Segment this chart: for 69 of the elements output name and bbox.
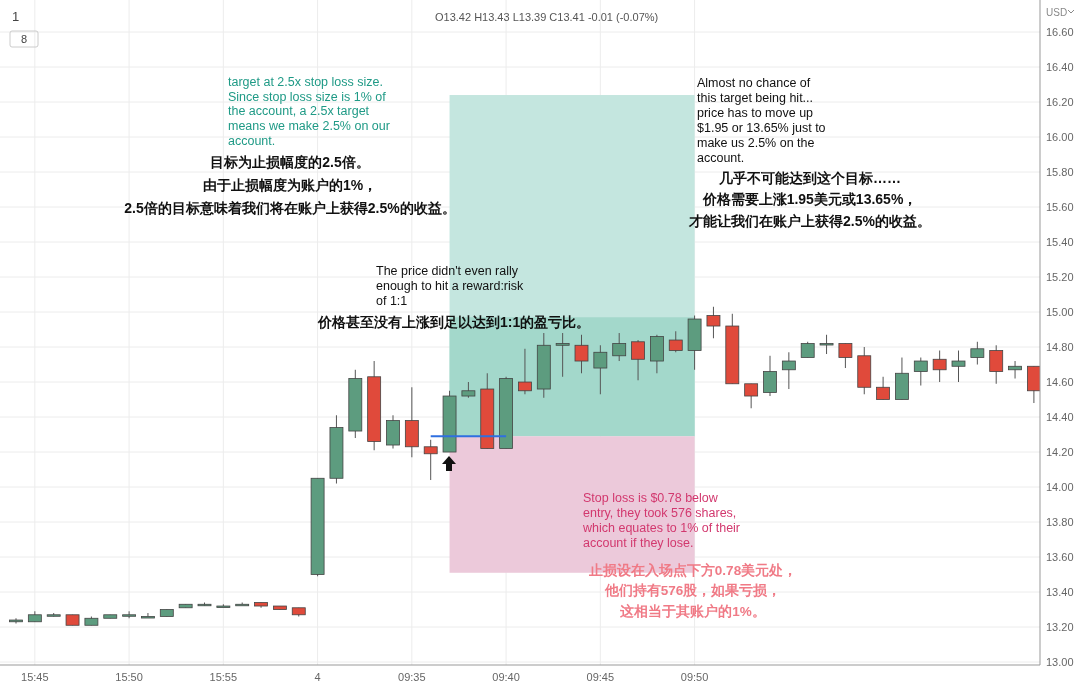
- annotation: 他们持有576股，如果亏损，: [603, 583, 782, 598]
- candlestick: [631, 339, 645, 381]
- candlestick: [876, 376, 890, 401]
- annotation: 由于止损幅度为账户的1%，: [202, 177, 378, 193]
- x-tick-label: 15:55: [209, 671, 238, 683]
- annotation: target at 2.5x stop loss size. Since stop loss size is 1% of the account, a 2.5x target means we make 2.5% on our account.: [228, 75, 390, 148]
- x-tick-label: 15:45: [21, 671, 49, 683]
- annotation: 价格需要上涨1.95美元或13.65%，: [701, 191, 918, 207]
- annotation: 几乎不可能达到这个目标……: [718, 170, 901, 186]
- y-tick-label: 14.40: [1046, 411, 1074, 424]
- y-tick-label: 13.40: [1046, 586, 1074, 599]
- annotation: 目标为止损幅度的2.5倍。: [210, 154, 370, 170]
- candlestick: [819, 334, 834, 355]
- y-axis-title: USD: [1046, 7, 1068, 18]
- x-tick-label: 09:35: [398, 671, 426, 683]
- y-tick-label: 15.80: [1046, 166, 1074, 179]
- candlestick: [593, 344, 608, 395]
- annotation: O13.42 H13.43 L13.39 C13.41 -0.01 (-0.07%): [435, 11, 659, 23]
- y-tick-label: 13.20: [1046, 621, 1074, 634]
- candlestick: [763, 355, 777, 397]
- y-tick-label: 13.80: [1046, 516, 1074, 529]
- y-tick-label: 16.40: [1046, 61, 1074, 74]
- x-tick-label: 4: [314, 671, 321, 683]
- candlestick: [781, 351, 796, 390]
- annotation: 价格甚至没有上涨到足以达到1:1的盈亏比。: [317, 314, 591, 330]
- candlestick: [574, 334, 589, 374]
- y-tick-label: 16.20: [1046, 96, 1074, 109]
- y-tick-label: 14.00: [1046, 481, 1074, 494]
- y-tick-label: 15.40: [1046, 236, 1074, 249]
- y-tick-label: 13.60: [1046, 551, 1074, 564]
- candlestick: [932, 350, 947, 383]
- y-tick-label: 15.00: [1046, 306, 1074, 319]
- y-tick-label: 13.00: [1046, 656, 1074, 669]
- annotation: 8: [20, 33, 28, 45]
- candlestick: [706, 306, 721, 339]
- candlestick: [9, 617, 23, 625]
- y-tick-label: 14.20: [1046, 446, 1074, 459]
- y-tick-label: 14.80: [1046, 341, 1074, 354]
- annotation: Stop loss is $0.78 below entry, they took 576 shares, which equates to 1% of their account if they lose.: [582, 491, 741, 550]
- annotation: 2.5倍的目标意味着我们将在账户上获得2.5%的收益。: [124, 200, 456, 216]
- candlestick: [668, 330, 683, 353]
- candlestick: [1008, 360, 1022, 380]
- annotation: The price didn't even rally enough to hit a reward:risk of 1:1: [376, 264, 525, 308]
- annotation: Almost no chance of this target being hit... price has to move up $1.95 or 13.65% just to make us 2.5% on the account.: [697, 76, 826, 165]
- candlestick: [838, 343, 853, 369]
- candlestick: [989, 344, 1004, 385]
- y-tick-label: 16.00: [1046, 131, 1074, 144]
- candlestick: [951, 350, 966, 383]
- annotation: 这相当于其账户的1%。: [619, 603, 766, 619]
- candlestick: [744, 383, 759, 409]
- y-tick-label: 16.60: [1046, 26, 1074, 39]
- annotation: 止损设在入场点下方0.78美元处，: [587, 562, 798, 578]
- candlestick: [141, 612, 155, 619]
- x-tick-label: 09:50: [680, 671, 709, 683]
- candlestick: [518, 348, 532, 395]
- y-tick-label: 14.60: [1046, 376, 1074, 389]
- x-tick-label: 09:40: [492, 671, 520, 683]
- candlestick: [970, 341, 985, 366]
- annotation: 才能让我们在账户上获得2.5%的收益。: [688, 213, 931, 229]
- y-tick-label: 15.60: [1046, 201, 1074, 214]
- candlestick: [423, 439, 438, 481]
- candlestick: [913, 357, 928, 387]
- x-tick-label: 15:50: [115, 671, 143, 683]
- text: 1: [12, 9, 20, 24]
- candlestick: [612, 332, 627, 362]
- candlestick: [555, 332, 570, 378]
- y-tick-label: 15.20: [1046, 271, 1074, 284]
- x-tick-label: 09:45: [586, 671, 615, 683]
- candlestick: [122, 610, 136, 619]
